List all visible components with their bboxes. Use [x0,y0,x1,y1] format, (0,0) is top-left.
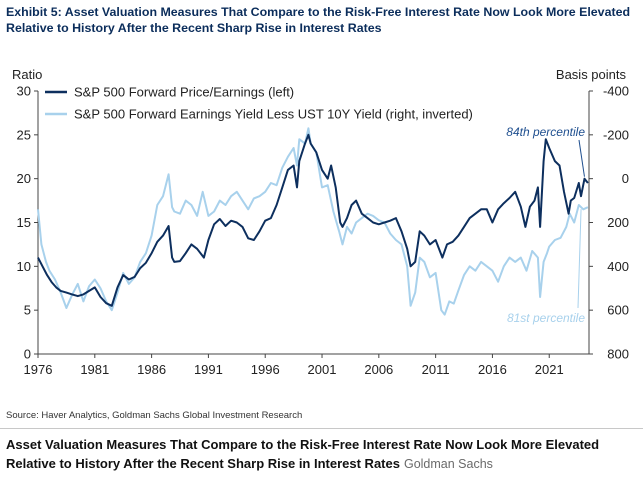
line-chart: Ratio Basis points 0 5 10 15 20 25 30 -400 -200 0 20… [12,67,629,377]
y-left-tick-label: 30 [17,84,31,99]
y-left-tick-label: 5 [24,303,31,318]
exhibit-title-line-1: Exhibit 5: Asset Valuation Measures That… [6,5,631,19]
y-left-tick-label: 15 [17,215,31,230]
x-tick-label: 1981 [80,362,109,377]
annotation-81st-percentile: 81st percentile [507,311,585,325]
x-tick-label: 2016 [478,362,507,377]
annotation-81st-leader [577,209,582,309]
y-axis-right-title: Basis points [556,67,627,82]
x-tick-label: 1991 [194,362,223,377]
x-tick-label: 2011 [422,362,450,377]
y-right-tick-label: 0 [622,171,629,186]
y-right-tick-label: 200 [607,215,629,230]
caption-line-1: Asset Valuation Measures That Compare to… [6,437,600,452]
y-left-tick-label: 10 [17,259,31,274]
y-right-tick-label: -200 [603,127,629,142]
x-tick-label: 2006 [364,362,393,377]
y-right-tick-label: 800 [607,347,629,362]
annotation-84th-leader [578,139,585,177]
x-tick-label: 2021 [535,362,564,377]
divider [0,428,643,429]
x-tick-label: 1976 [24,362,53,377]
y-left-tick-label: 0 [24,347,31,362]
caption: Asset Valuation Measures That Compare to… [6,435,638,474]
x-tick-label: 1986 [137,362,166,377]
y-right-tick-label: -400 [603,84,629,99]
series-line-yield [37,127,589,316]
exhibit-title: Exhibit 5: Asset Valuation Measures That… [6,4,638,36]
source-note: Source: Haver Analytics, Goldman Sachs G… [6,410,303,421]
caption-line-2: Relative to History After the Recent Sha… [6,454,638,474]
x-tick-label: 2001 [308,362,337,377]
series-line-pe [37,133,589,307]
x-tick-label: 1996 [251,362,280,377]
y-axis-left-title: Ratio [12,67,42,82]
y-right-tick-label: 600 [607,303,629,318]
legend-label: S&P 500 Forward Earnings Yield Less UST … [74,107,473,122]
legend-label: S&P 500 Forward Price/Earnings (left) [74,85,294,100]
annotation-84th-percentile: 84th percentile [506,125,585,139]
caption-line-2-text: Relative to History After the Recent Sha… [6,456,400,471]
publisher-name: Goldman Sachs [403,457,493,471]
y-left-tick-label: 25 [17,127,31,142]
y-left-tick-label: 20 [17,171,31,186]
exhibit-title-line-2: Relative to History After the Recent Sha… [6,21,382,35]
y-right-tick-label: 400 [607,259,629,274]
